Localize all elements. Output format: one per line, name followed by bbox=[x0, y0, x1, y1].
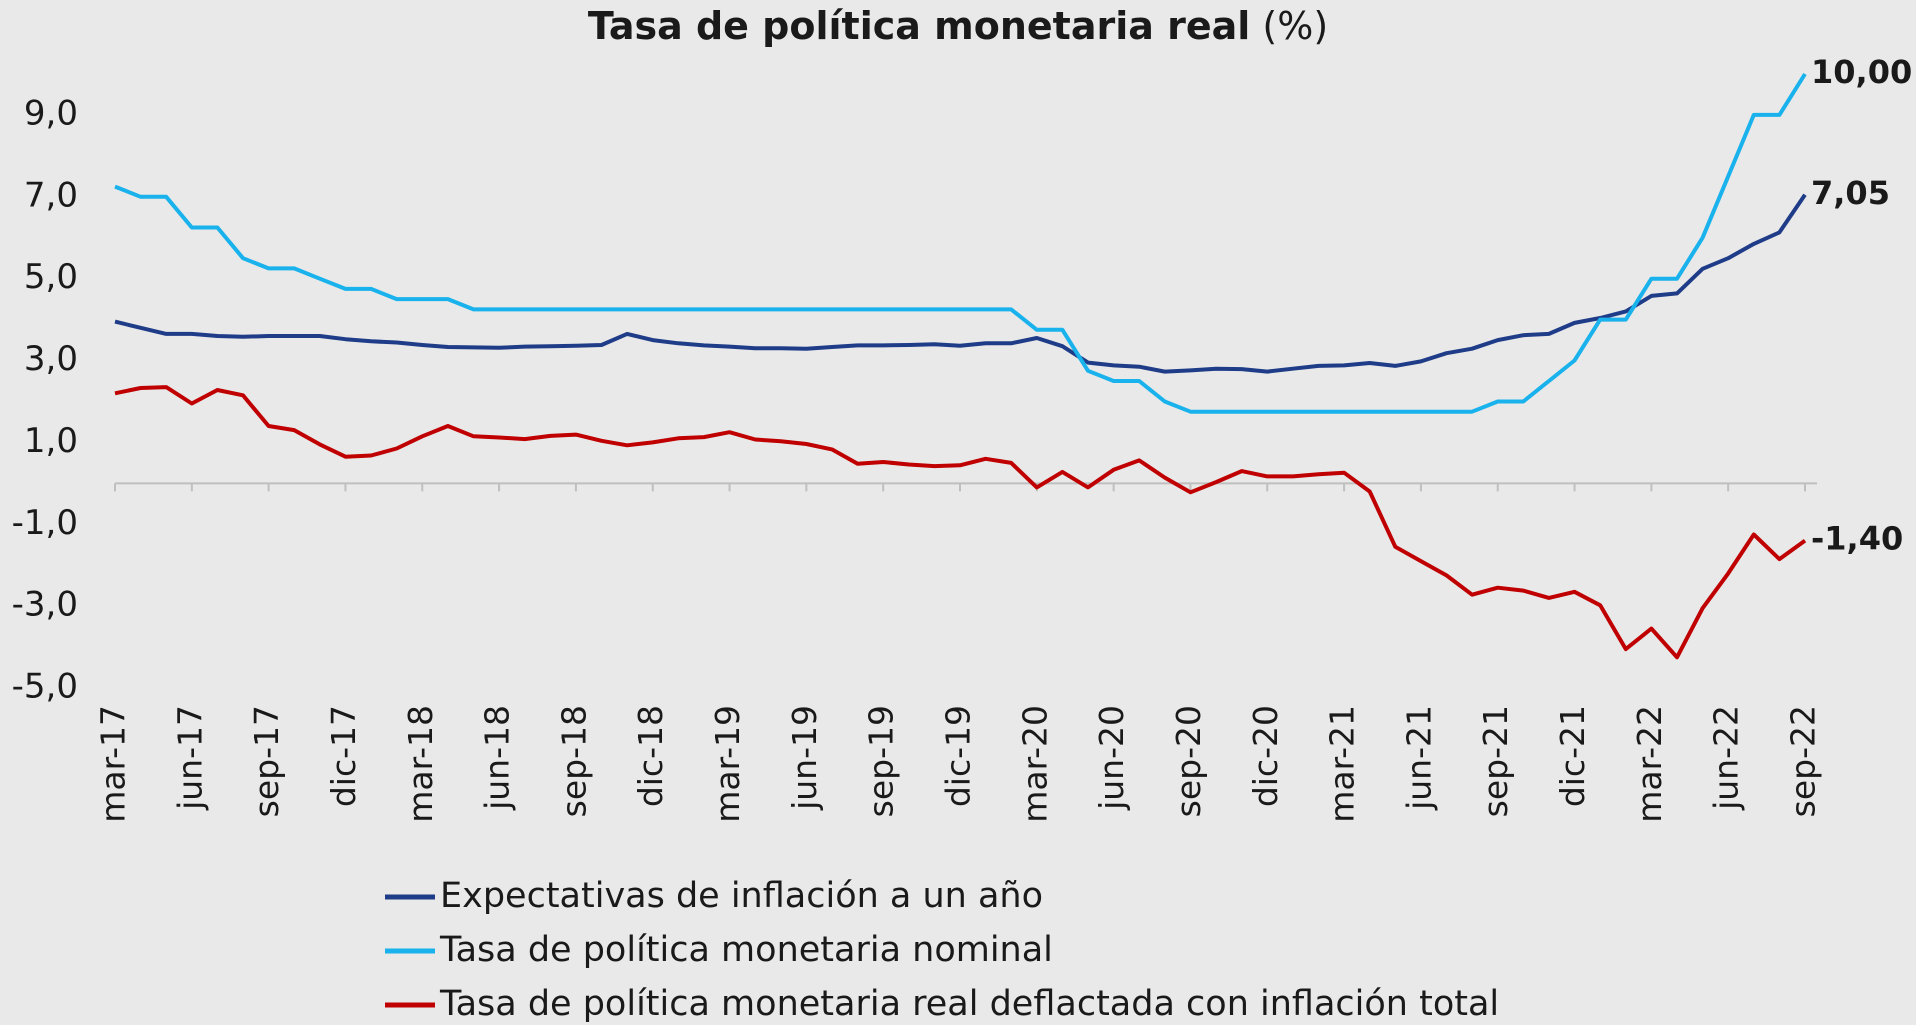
series-line bbox=[114, 385, 1807, 660]
x-tick-label: jun-17 bbox=[170, 705, 209, 811]
x-tick-label: dic-19 bbox=[939, 705, 978, 807]
y-tick-label: 9,0 bbox=[24, 93, 78, 133]
x-tick-label: dic-18 bbox=[631, 705, 670, 807]
x-tick-label: dic-20 bbox=[1246, 705, 1285, 807]
y-tick-label: -3,0 bbox=[12, 585, 78, 625]
y-tick-label: 1,0 bbox=[24, 421, 78, 461]
x-tick-label: mar-22 bbox=[1630, 705, 1669, 823]
end-label: -1,40 bbox=[1811, 520, 1903, 558]
y-tick-label: -1,0 bbox=[12, 503, 78, 543]
end-label: 7,05 bbox=[1811, 174, 1890, 212]
x-tick-label: sep-21 bbox=[1476, 705, 1515, 817]
x-tick-label: jun-22 bbox=[1707, 705, 1746, 811]
title-unit: (%) bbox=[1262, 4, 1328, 48]
x-tick-label: dic-21 bbox=[1553, 705, 1592, 807]
x-tick-label: jun-19 bbox=[785, 705, 824, 811]
end-label: 10,00 bbox=[1811, 53, 1912, 91]
x-tick-label: jun-20 bbox=[1092, 705, 1131, 811]
x-tick-label: sep-17 bbox=[247, 705, 286, 817]
legend-label: Tasa de política monetaria real deflacta… bbox=[439, 984, 1499, 1024]
series-line bbox=[114, 72, 1807, 414]
legend-label: Tasa de política monetaria nominal bbox=[439, 930, 1053, 970]
series-line bbox=[114, 193, 1807, 374]
x-tick-label: sep-18 bbox=[554, 705, 593, 817]
title-main: Tasa de política monetaria real bbox=[588, 4, 1250, 48]
x-tick-label: dic-17 bbox=[324, 705, 363, 807]
x-tick-label: sep-20 bbox=[1169, 705, 1208, 817]
y-tick-label: -5,0 bbox=[12, 667, 78, 707]
x-tick-label: mar-19 bbox=[708, 705, 747, 823]
x-tick-label: sep-19 bbox=[862, 705, 901, 817]
x-tick-label: sep-22 bbox=[1784, 705, 1823, 817]
x-tick-label: jun-18 bbox=[478, 705, 517, 811]
x-tick-label: jun-21 bbox=[1399, 705, 1438, 811]
chart-title: Tasa de política monetaria real (%) bbox=[588, 4, 1328, 48]
x-tick-label: mar-18 bbox=[401, 705, 440, 823]
y-tick-label: 3,0 bbox=[24, 339, 78, 379]
x-tick-label: mar-20 bbox=[1015, 705, 1054, 823]
x-tick-label: mar-17 bbox=[94, 705, 133, 823]
x-tick-label: mar-21 bbox=[1323, 705, 1362, 823]
y-tick-label: 7,0 bbox=[24, 175, 78, 215]
y-tick-label: 5,0 bbox=[24, 257, 78, 297]
legend-label: Expectativas de inflación a un año bbox=[440, 876, 1043, 916]
